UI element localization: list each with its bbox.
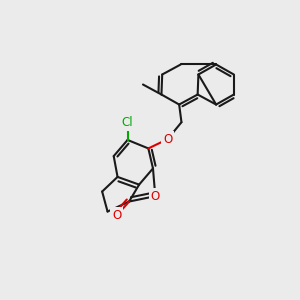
Text: Cl: Cl: [122, 116, 134, 129]
Text: O: O: [151, 190, 160, 203]
Text: O: O: [163, 133, 172, 146]
Text: O: O: [112, 209, 122, 222]
